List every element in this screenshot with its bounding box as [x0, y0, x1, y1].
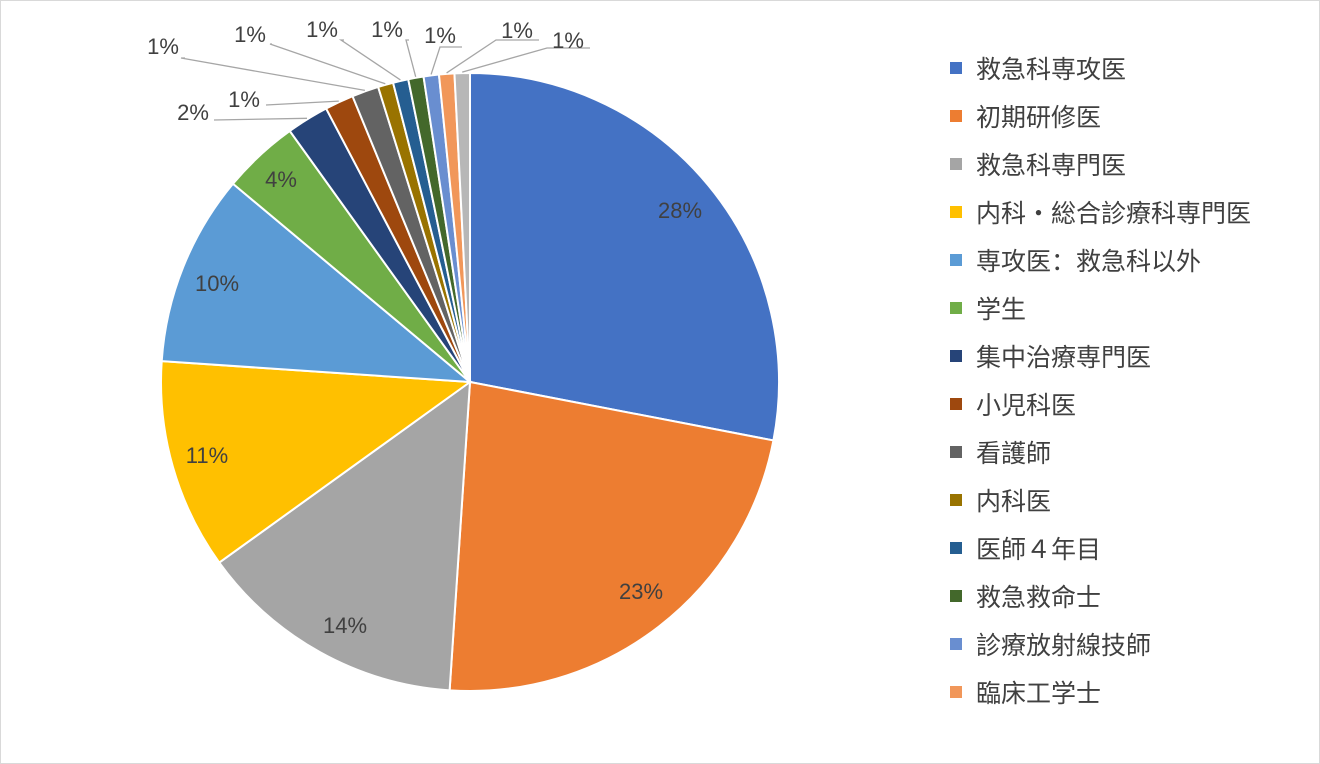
- legend-item: 救急救命士: [950, 578, 1101, 614]
- legend-label: 看護師: [976, 439, 1052, 468]
- legend-item: 看護師: [950, 434, 1051, 470]
- pie-slice: [160, 182, 473, 384]
- legend-item: 診療放射線技師: [950, 626, 1151, 662]
- legend-swatch: [950, 590, 962, 602]
- leader-line: [430, 46, 462, 75]
- legend-label: 専攻医：救急科以外: [976, 247, 1202, 276]
- legend-label: 臨床工学士: [976, 679, 1102, 708]
- leader-line: [265, 100, 339, 106]
- leader-line: [446, 39, 539, 74]
- legend-swatch: [950, 494, 962, 506]
- legend-label: 初期研修医: [976, 103, 1102, 132]
- slice-data-label: 28%: [658, 198, 702, 223]
- leader-line: [462, 47, 590, 73]
- legend-swatch: [950, 350, 962, 362]
- legend-item: 内科医: [950, 482, 1051, 518]
- legend-label: 救急科専門医: [976, 151, 1127, 180]
- pie-slice: [160, 360, 473, 564]
- legend-item: 小児科医: [950, 386, 1076, 422]
- legend-item: 内科・総合診療科専門医: [950, 194, 1251, 230]
- legend-swatch: [950, 254, 962, 266]
- legend-swatch: [950, 638, 962, 650]
- slice-data-label: 1%: [552, 28, 584, 53]
- legend-label: 集中治療専門医: [976, 343, 1152, 372]
- legend-swatch: [950, 446, 962, 458]
- legend-label: 医師４年目: [976, 535, 1102, 564]
- slice-data-label: 1%: [424, 23, 456, 48]
- legend-swatch: [950, 398, 962, 410]
- legend-swatch: [950, 206, 962, 218]
- legend-item: 学生: [950, 290, 1026, 326]
- leader-line: [180, 57, 366, 92]
- legend-item: 専攻医：救急科以外: [950, 242, 1201, 278]
- pie-slice: [448, 380, 775, 692]
- legend-swatch: [950, 542, 962, 554]
- pie-slice: [217, 379, 472, 692]
- leader-line: [338, 39, 401, 81]
- leader-line: [269, 43, 386, 85]
- legend-item: 初期研修医: [950, 98, 1101, 134]
- legend-item: 救急科専門医: [950, 146, 1126, 182]
- legend-swatch: [950, 302, 962, 314]
- legend-label: 診療放射線技師: [976, 631, 1152, 660]
- slice-data-label: 2%: [177, 100, 209, 125]
- legend-label: 内科医: [976, 487, 1052, 516]
- legend-swatch: [950, 110, 962, 122]
- legend-label: 小児科医: [976, 391, 1077, 420]
- leader-line: [213, 117, 308, 121]
- slice-data-label: 1%: [306, 17, 338, 42]
- legend-label: 救急科専攻医: [976, 55, 1127, 84]
- slice-data-label: 1%: [501, 18, 533, 43]
- slice-data-label: 11%: [186, 443, 228, 468]
- slice-data-label: 14%: [323, 613, 367, 638]
- legend-item: 臨床工学士: [950, 674, 1101, 710]
- slice-data-label: 1%: [371, 17, 403, 42]
- legend-swatch: [950, 62, 962, 74]
- legend-item: 医師４年目: [950, 530, 1101, 566]
- legend-label: 学生: [976, 295, 1027, 324]
- slice-data-label: 1%: [234, 22, 266, 47]
- pie-slice: [453, 71, 471, 383]
- pie-slice: [469, 71, 780, 442]
- slice-data-label: 1%: [228, 87, 260, 112]
- legend-label: 救急救命士: [976, 583, 1102, 612]
- slice-data-label: 10%: [195, 271, 239, 296]
- slice-data-label: 23%: [619, 579, 663, 604]
- legend-swatch: [950, 686, 962, 698]
- slice-data-label: 1%: [147, 34, 179, 59]
- legend-item: 救急科専攻医: [950, 50, 1126, 86]
- slice-data-label: 4%: [265, 167, 297, 192]
- legend-label: 内科・総合診療科専門医: [976, 199, 1252, 228]
- leader-line: [405, 39, 417, 77]
- legend-swatch: [950, 158, 962, 170]
- legend-item: 集中治療専門医: [950, 338, 1151, 374]
